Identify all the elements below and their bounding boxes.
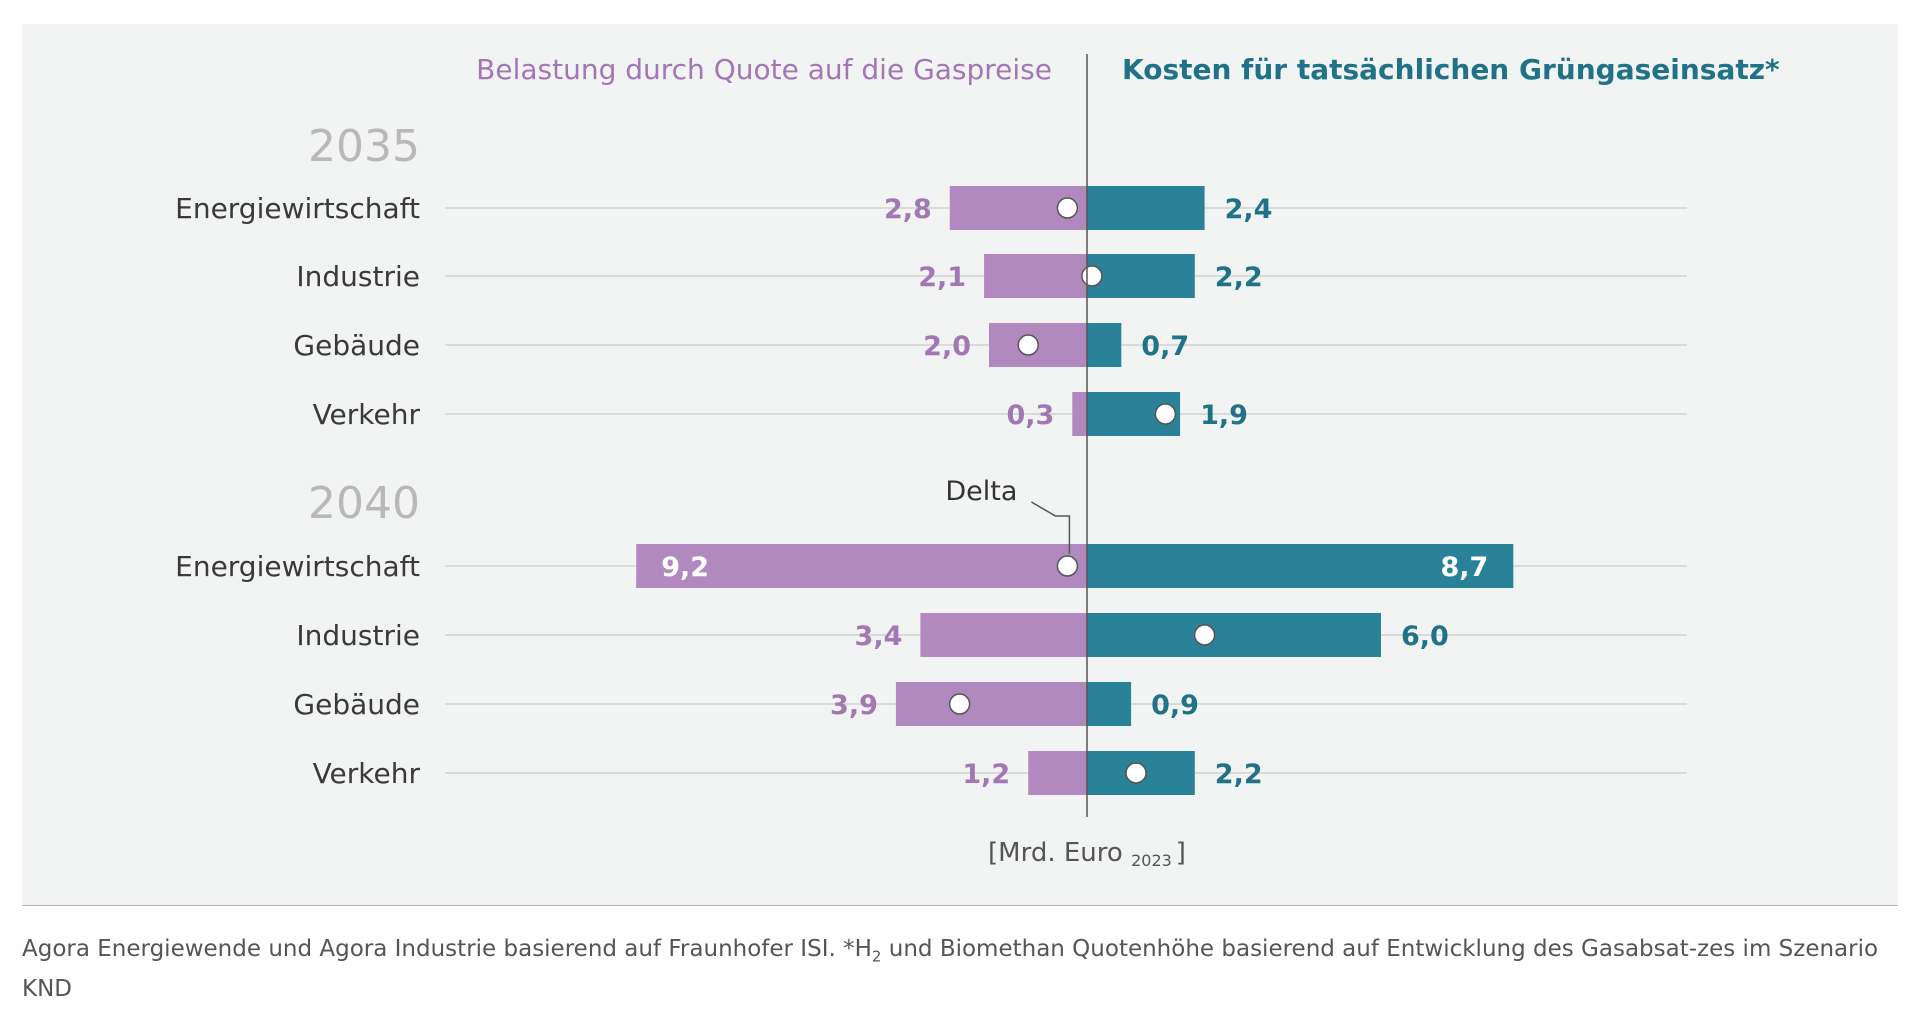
bar-left [636, 544, 1087, 588]
data-label-left: 0,3 [1006, 400, 1054, 431]
diverging-bar-chart: Belastung durch Quote auf die Gaspreise K… [175, 53, 1780, 870]
data-label-left: 9,2 [661, 552, 709, 583]
delta-marker [948, 693, 971, 715]
delta-marker [1056, 197, 1079, 219]
delta-marker [1125, 762, 1147, 784]
bar-right [1087, 323, 1122, 367]
year-label: 2040 [308, 478, 420, 529]
chart-panel: Belastung durch Quote auf die Gaspreise K… [22, 24, 1898, 905]
category-label: Gebäude [293, 688, 420, 721]
data-label-left: 2,1 [918, 262, 966, 293]
bar-right [1087, 682, 1132, 726]
data-label-right: 1,9 [1200, 400, 1248, 431]
data-label-left: 3,4 [855, 621, 903, 652]
bar-right [1087, 544, 1514, 588]
data-label-right: 6,0 [1401, 621, 1449, 652]
data-label-right: 0,7 [1141, 331, 1189, 362]
unit-label: [Mrd. Euro 2023] [988, 838, 1186, 870]
delta-marker [1081, 265, 1103, 287]
left-header: Belastung durch Quote auf die Gaspreise [476, 53, 1052, 86]
data-label-left: 3,9 [830, 690, 878, 721]
unit-main: [Mrd. Euro [988, 838, 1131, 868]
data-label-right: 2,4 [1225, 194, 1273, 225]
delta-marker [1193, 624, 1216, 646]
bar-right [1087, 613, 1381, 657]
bar-right [1087, 186, 1205, 230]
footer-divider [22, 905, 1898, 906]
data-label-right: 0,9 [1151, 690, 1199, 721]
bar-right [1087, 254, 1195, 298]
year-label: 2035 [308, 121, 420, 172]
category-label: Energiewirtschaft [175, 550, 420, 583]
source-note: Agora Energiewende und Agora Industrie b… [22, 933, 1892, 1005]
category-label: Gebäude [293, 329, 420, 362]
data-label-right: 2,2 [1215, 262, 1263, 293]
unit-close: ] [1176, 838, 1186, 868]
source-subscript: 2 [871, 947, 882, 966]
source-text: Agora Energiewende und Agora Industrie b… [22, 936, 872, 962]
category-label: Energiewirtschaft [175, 192, 420, 225]
bar-left [1072, 392, 1087, 436]
bar-left [1028, 751, 1087, 795]
unit-subscript: 2023 [1131, 851, 1172, 870]
delta-callout-label: Delta [945, 476, 1017, 507]
bar-left [895, 682, 1087, 726]
category-label: Industrie [296, 619, 420, 652]
delta-marker [1056, 555, 1079, 577]
delta-leader-line [1031, 501, 1071, 554]
bar-left [920, 613, 1087, 657]
category-label: Industrie [296, 260, 420, 293]
delta-marker [1154, 403, 1177, 425]
right-header: Kosten für tatsächlichen Grüngaseinsatz* [1122, 53, 1780, 86]
data-label-left: 2,0 [923, 331, 971, 362]
data-label-left: 2,8 [884, 194, 932, 225]
data-label-right: 8,7 [1440, 552, 1488, 583]
category-label: Verkehr [313, 757, 421, 790]
delta-marker [1017, 334, 1039, 356]
source-text-rest: und Biomethan Quotenhöhe basierend auf E… [22, 936, 1879, 1002]
category-label: Verkehr [313, 398, 421, 431]
bar-left [984, 254, 1087, 298]
data-label-left: 1,2 [962, 759, 1010, 790]
data-label-right: 2,2 [1215, 759, 1263, 790]
